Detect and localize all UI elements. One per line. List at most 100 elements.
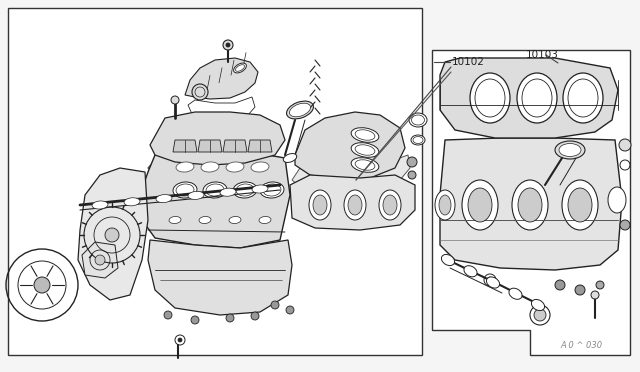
Polygon shape	[290, 175, 415, 230]
Ellipse shape	[156, 195, 172, 203]
Ellipse shape	[470, 73, 510, 123]
Ellipse shape	[534, 309, 546, 321]
Ellipse shape	[435, 190, 455, 220]
Polygon shape	[185, 58, 258, 99]
Ellipse shape	[559, 144, 581, 157]
Ellipse shape	[344, 190, 366, 220]
Circle shape	[408, 171, 416, 179]
Circle shape	[487, 277, 493, 283]
Polygon shape	[148, 150, 285, 183]
Ellipse shape	[251, 162, 269, 172]
Ellipse shape	[518, 188, 542, 222]
Circle shape	[226, 314, 234, 322]
Circle shape	[619, 139, 631, 151]
Ellipse shape	[309, 190, 331, 220]
Ellipse shape	[351, 143, 379, 157]
Ellipse shape	[509, 288, 522, 299]
Circle shape	[191, 316, 199, 324]
Ellipse shape	[203, 182, 227, 198]
Ellipse shape	[284, 154, 297, 163]
Text: 10103: 10103	[526, 50, 559, 60]
Ellipse shape	[531, 299, 545, 311]
Ellipse shape	[568, 79, 598, 117]
Polygon shape	[140, 150, 290, 248]
Ellipse shape	[517, 73, 557, 123]
Ellipse shape	[260, 182, 284, 198]
Circle shape	[596, 281, 604, 289]
Ellipse shape	[462, 180, 498, 230]
Ellipse shape	[351, 158, 379, 172]
Polygon shape	[248, 140, 272, 152]
Circle shape	[171, 96, 179, 104]
Circle shape	[226, 43, 230, 47]
Circle shape	[575, 285, 585, 295]
Text: A 0 ^ 030: A 0 ^ 030	[561, 340, 603, 350]
Ellipse shape	[409, 113, 427, 127]
Ellipse shape	[562, 180, 598, 230]
Circle shape	[271, 301, 279, 309]
Ellipse shape	[439, 195, 451, 215]
Circle shape	[192, 84, 208, 100]
Ellipse shape	[563, 73, 603, 123]
Circle shape	[407, 157, 417, 167]
Ellipse shape	[355, 160, 375, 170]
Ellipse shape	[522, 79, 552, 117]
Ellipse shape	[468, 188, 492, 222]
Ellipse shape	[383, 195, 397, 215]
Ellipse shape	[411, 135, 425, 145]
Ellipse shape	[92, 201, 108, 209]
Polygon shape	[173, 140, 197, 152]
Ellipse shape	[188, 191, 204, 199]
Ellipse shape	[176, 184, 194, 196]
Text: 10102: 10102	[452, 57, 485, 67]
Ellipse shape	[263, 184, 281, 196]
Circle shape	[620, 220, 630, 230]
Circle shape	[223, 40, 233, 50]
Circle shape	[164, 311, 172, 319]
Ellipse shape	[464, 266, 477, 277]
Ellipse shape	[355, 130, 375, 140]
Polygon shape	[440, 58, 618, 138]
Ellipse shape	[442, 254, 454, 266]
Ellipse shape	[220, 188, 236, 196]
Circle shape	[555, 280, 565, 290]
Polygon shape	[223, 140, 247, 152]
Ellipse shape	[234, 63, 246, 73]
Ellipse shape	[176, 162, 194, 172]
Ellipse shape	[486, 277, 500, 288]
Ellipse shape	[252, 185, 268, 193]
Polygon shape	[432, 50, 630, 355]
Circle shape	[178, 338, 182, 342]
Polygon shape	[78, 168, 148, 300]
Ellipse shape	[226, 162, 244, 172]
Ellipse shape	[555, 141, 585, 159]
Polygon shape	[188, 97, 255, 120]
Ellipse shape	[355, 145, 375, 155]
Ellipse shape	[236, 184, 254, 196]
Polygon shape	[440, 138, 622, 270]
Ellipse shape	[289, 103, 310, 117]
Ellipse shape	[568, 188, 592, 222]
Ellipse shape	[475, 79, 505, 117]
Ellipse shape	[124, 198, 140, 206]
Polygon shape	[82, 242, 118, 278]
Ellipse shape	[199, 217, 211, 224]
Circle shape	[591, 291, 599, 299]
Circle shape	[286, 306, 294, 314]
Ellipse shape	[512, 180, 548, 230]
Circle shape	[251, 312, 259, 320]
Ellipse shape	[233, 182, 257, 198]
Ellipse shape	[201, 162, 219, 172]
Polygon shape	[148, 240, 292, 315]
Ellipse shape	[259, 217, 271, 224]
Polygon shape	[292, 155, 410, 188]
Ellipse shape	[313, 195, 327, 215]
Circle shape	[95, 255, 105, 265]
Polygon shape	[198, 140, 222, 152]
Ellipse shape	[608, 187, 626, 213]
Bar	[8, 8, 422, 355]
Ellipse shape	[351, 128, 379, 142]
Ellipse shape	[236, 65, 244, 71]
Ellipse shape	[173, 182, 197, 198]
Ellipse shape	[169, 217, 181, 224]
